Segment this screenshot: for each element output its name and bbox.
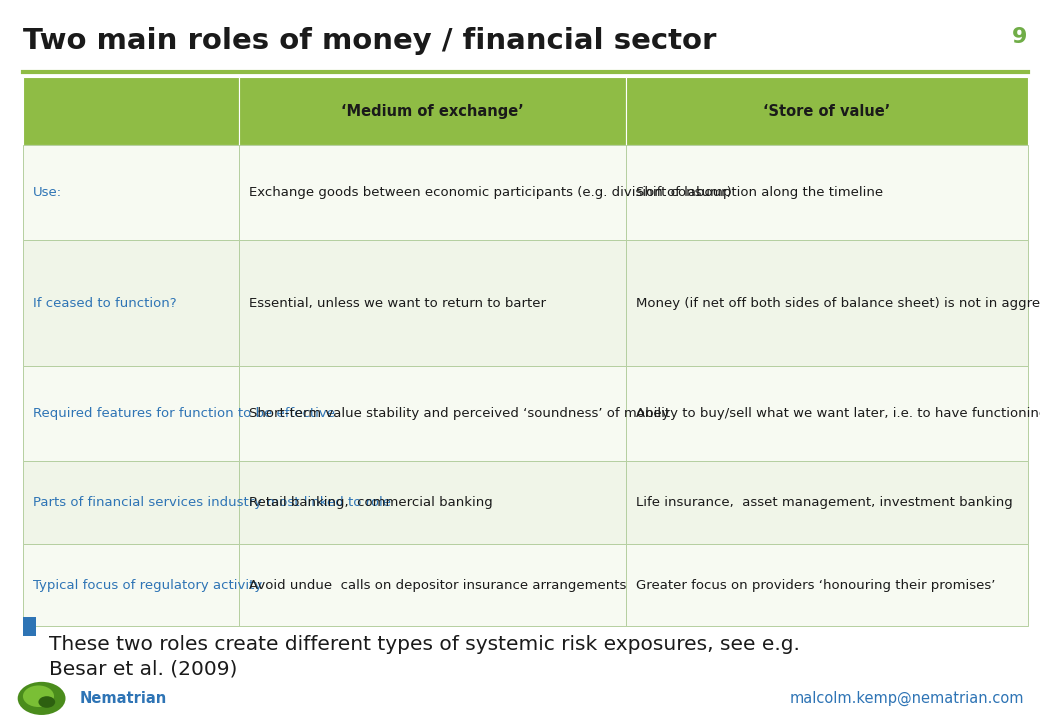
Text: Greater focus on providers ‘honouring their promises’: Greater focus on providers ‘honouring th… xyxy=(636,579,995,592)
Text: Money (if net off both sides of balance sheet) is not in aggregate typically a l: Money (if net off both sides of balance … xyxy=(636,297,1040,310)
Text: malcolm.kemp@nematrian.com: malcolm.kemp@nematrian.com xyxy=(790,690,1024,706)
Text: Use:: Use: xyxy=(33,186,62,199)
Bar xyxy=(239,366,626,461)
Bar xyxy=(626,366,1028,461)
Text: 9: 9 xyxy=(1012,27,1028,48)
Text: ‘Medium of exchange’: ‘Medium of exchange’ xyxy=(341,104,524,119)
Bar xyxy=(626,77,1028,145)
Text: Required features for function to be effective: Required features for function to be eff… xyxy=(33,407,335,420)
Text: Retail banking,  commercial banking: Retail banking, commercial banking xyxy=(250,496,493,509)
Circle shape xyxy=(38,696,55,708)
Bar xyxy=(23,544,239,626)
Text: Nematrian: Nematrian xyxy=(80,691,167,706)
Bar xyxy=(239,77,626,145)
Text: Two main roles of money / financial sector: Two main roles of money / financial sect… xyxy=(23,27,717,55)
Text: Essential, unless we want to return to barter: Essential, unless we want to return to b… xyxy=(250,297,546,310)
Bar xyxy=(23,145,239,240)
Bar xyxy=(239,240,626,366)
Text: Typical focus of regulatory activity: Typical focus of regulatory activity xyxy=(33,579,262,592)
Bar xyxy=(23,617,36,636)
Text: These two roles create different types of systemic risk exposures, see e.g.
Besa: These two roles create different types o… xyxy=(49,635,800,678)
Circle shape xyxy=(23,685,54,707)
Bar xyxy=(626,544,1028,626)
Text: Short-term value stability and perceived ‘soundness’ of money: Short-term value stability and perceived… xyxy=(250,407,670,420)
Text: Avoid undue  calls on depositor insurance arrangements: Avoid undue calls on depositor insurance… xyxy=(250,579,627,592)
Bar xyxy=(626,240,1028,366)
Text: Parts of financial services industry most linked to role: Parts of financial services industry mos… xyxy=(33,496,391,509)
Bar xyxy=(626,145,1028,240)
Text: ‘Store of value’: ‘Store of value’ xyxy=(763,104,890,119)
Bar xyxy=(23,240,239,366)
Text: If ceased to function?: If ceased to function? xyxy=(33,297,177,310)
Text: Life insurance,  asset management, investment banking: Life insurance, asset management, invest… xyxy=(636,496,1013,509)
Bar xyxy=(23,366,239,461)
Bar xyxy=(23,77,239,145)
Bar xyxy=(626,461,1028,544)
Text: Ability to buy/sell what we want later, i.e. to have functioning markets: Ability to buy/sell what we want later, … xyxy=(636,407,1040,420)
Circle shape xyxy=(18,682,66,715)
Bar xyxy=(239,461,626,544)
Bar xyxy=(239,145,626,240)
Bar xyxy=(23,461,239,544)
Bar xyxy=(239,544,626,626)
Text: Exchange goods between economic participants (e.g. division of labour): Exchange goods between economic particip… xyxy=(250,186,732,199)
Text: Shift consumption along the timeline: Shift consumption along the timeline xyxy=(636,186,883,199)
